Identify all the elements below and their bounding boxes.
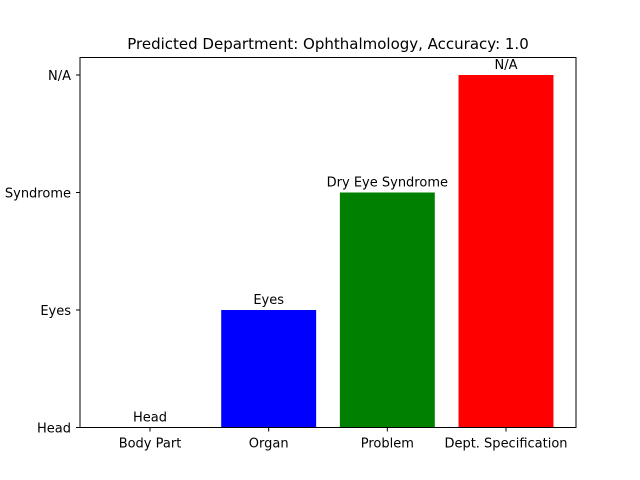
x-axis: Body Part Organ Problem Dept. Specification [119, 427, 568, 452]
bar-2 [221, 310, 317, 428]
x-tick-label-3: Problem [361, 437, 414, 452]
bars-layer [221, 75, 554, 428]
bar-3 [339, 192, 435, 428]
plot-frame [79, 57, 577, 428]
y-tick-label-1: Head [37, 422, 71, 437]
bar-4 [458, 75, 554, 428]
data-label-1: Head [133, 411, 167, 426]
data-label-4: N/A [494, 58, 517, 73]
y-axis: Head Eyes Dry Eye Syndrome N/A [0, 69, 80, 437]
y-tick-label-4: N/A [48, 69, 71, 84]
data-labels-layer: Head Eyes Dry Eye Syndrome N/A [133, 58, 518, 426]
chart-title: Predicted Department: Ophthalmology, Acc… [127, 35, 529, 53]
y-tick-label-2: Eyes [40, 304, 71, 319]
x-tick-label-4: Dept. Specification [444, 437, 567, 452]
x-tick-label-2: Organ [249, 437, 289, 452]
data-label-3: Dry Eye Syndrome [327, 176, 448, 191]
x-tick-label-1: Body Part [119, 437, 182, 452]
data-label-2: Eyes [253, 293, 284, 308]
y-tick-label-3: Dry Eye Syndrome [0, 187, 71, 202]
